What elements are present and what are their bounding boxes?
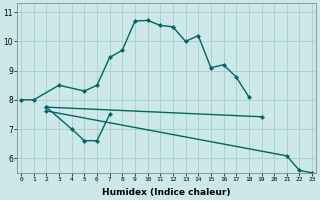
X-axis label: Humidex (Indice chaleur): Humidex (Indice chaleur) (102, 188, 231, 197)
